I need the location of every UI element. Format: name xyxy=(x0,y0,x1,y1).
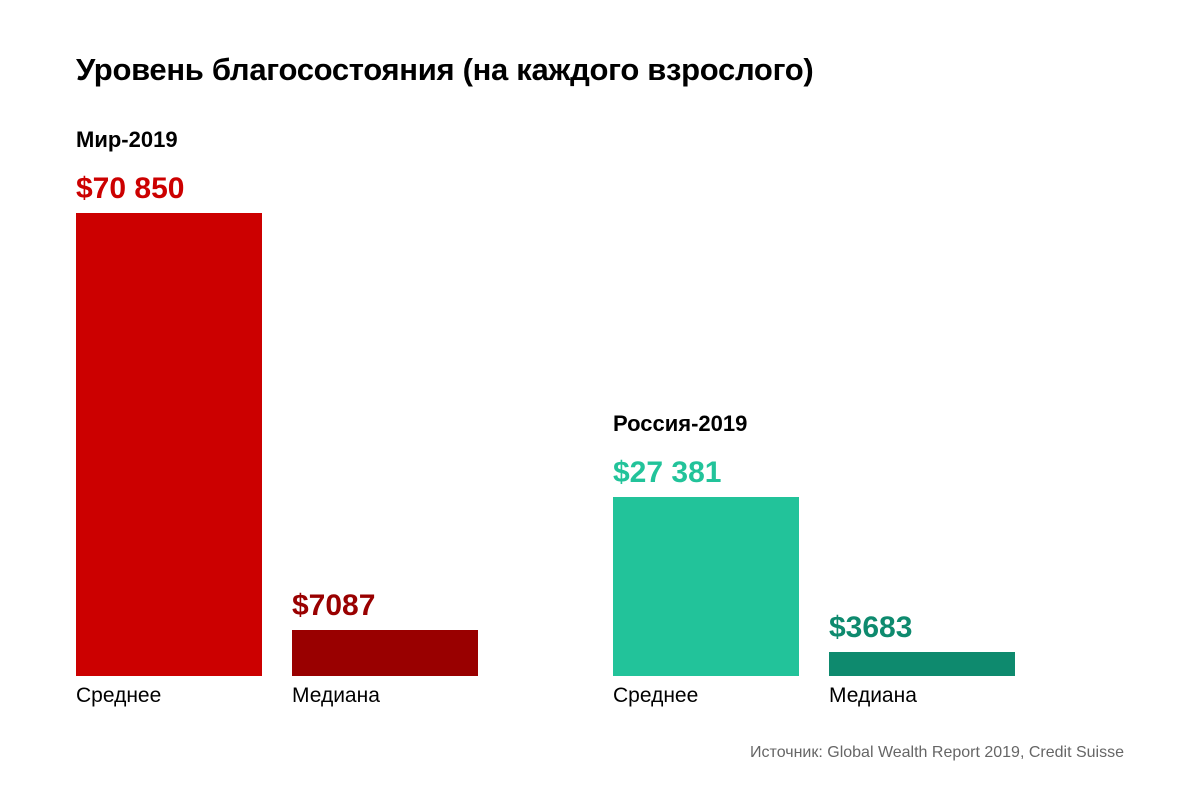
source-note: Источник: Global Wealth Report 2019, Cre… xyxy=(750,744,1124,761)
chart-title: Уровень благосостояния (на каждого взрос… xyxy=(76,52,814,87)
category-label: Среднее xyxy=(613,684,699,707)
value-label: $3683 xyxy=(829,610,913,644)
value-label: $7087 xyxy=(292,588,376,622)
bar xyxy=(292,629,478,676)
group-label: Россия-2019 xyxy=(613,411,748,437)
value-label: $70 850 xyxy=(76,172,185,205)
bar xyxy=(76,213,262,676)
category-label: Медиана xyxy=(829,684,917,707)
value-label: $27 381 xyxy=(613,456,722,490)
group-label: Мир-2019 xyxy=(76,127,178,152)
category-label: Среднее xyxy=(76,684,162,707)
bar xyxy=(613,497,799,676)
bar xyxy=(829,651,1015,676)
category-label: Медиана xyxy=(292,684,380,707)
